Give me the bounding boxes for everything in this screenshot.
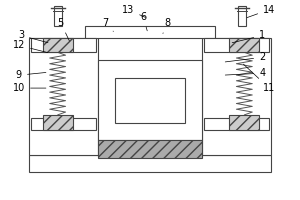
Text: 4: 4 [225,68,265,78]
Text: 8: 8 [163,18,171,33]
Text: 10: 10 [13,83,46,93]
Text: 7: 7 [102,18,113,31]
Bar [85,26,214,38]
Bar [29,38,98,155]
Bar [43,115,73,130]
Text: 11: 11 [243,64,275,93]
Bar [230,38,259,52]
Bar [98,60,202,140]
Text: 6: 6 [140,12,147,31]
Bar [204,38,269,52]
Text: 13: 13 [122,5,146,17]
Text: 12: 12 [13,40,48,53]
Text: 3: 3 [18,30,48,43]
Bar [31,118,96,130]
Text: 14: 14 [247,5,275,18]
Text: 1: 1 [232,30,265,43]
Bar [204,118,269,130]
Bar [238,6,246,26]
Text: 5: 5 [58,18,69,41]
Bar [31,38,96,52]
Bar [98,140,202,158]
Bar [54,6,61,26]
Text: 2: 2 [225,52,265,62]
Bar [230,115,259,130]
Bar [202,38,271,155]
Bar [115,78,185,123]
Bar [29,155,271,172]
Text: 9: 9 [16,70,46,80]
Bar [43,38,73,52]
